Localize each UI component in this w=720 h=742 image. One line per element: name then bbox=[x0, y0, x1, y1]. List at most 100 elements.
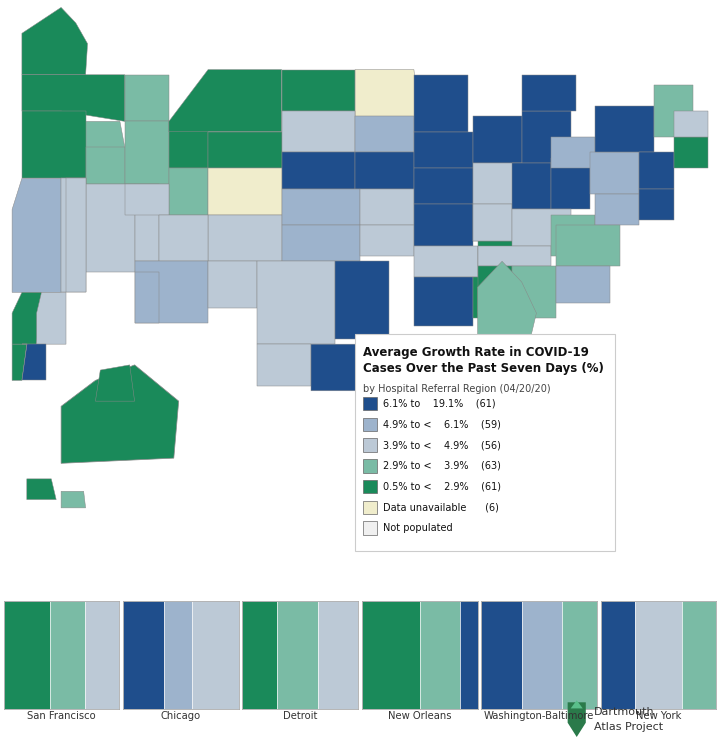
Polygon shape bbox=[208, 214, 282, 261]
Polygon shape bbox=[22, 7, 88, 75]
Polygon shape bbox=[311, 344, 370, 391]
Polygon shape bbox=[674, 111, 708, 137]
Polygon shape bbox=[551, 157, 590, 209]
Polygon shape bbox=[512, 162, 551, 209]
Polygon shape bbox=[95, 365, 135, 401]
Polygon shape bbox=[551, 137, 595, 168]
Polygon shape bbox=[473, 204, 512, 240]
Bar bbox=[363, 522, 377, 535]
Polygon shape bbox=[477, 266, 512, 313]
Polygon shape bbox=[473, 162, 522, 204]
Polygon shape bbox=[12, 344, 27, 381]
Polygon shape bbox=[61, 365, 179, 463]
Polygon shape bbox=[414, 246, 477, 277]
Polygon shape bbox=[595, 194, 639, 225]
Bar bbox=[460, 601, 477, 709]
Polygon shape bbox=[159, 214, 208, 261]
Bar bbox=[363, 397, 377, 410]
Polygon shape bbox=[414, 204, 473, 246]
Text: New Orleans: New Orleans bbox=[388, 711, 451, 720]
Polygon shape bbox=[86, 148, 125, 183]
Text: Chicago: Chicago bbox=[161, 711, 201, 720]
Polygon shape bbox=[477, 240, 517, 277]
Polygon shape bbox=[355, 116, 414, 152]
Text: 4.9% to <    6.1%    (59): 4.9% to < 6.1% (59) bbox=[382, 419, 500, 430]
Bar bbox=[363, 480, 377, 493]
Polygon shape bbox=[473, 204, 512, 240]
Polygon shape bbox=[414, 168, 473, 204]
Polygon shape bbox=[257, 261, 336, 344]
Polygon shape bbox=[282, 70, 355, 111]
Polygon shape bbox=[473, 277, 512, 318]
Text: Dartmouth: Dartmouth bbox=[594, 707, 654, 718]
Polygon shape bbox=[208, 168, 282, 214]
Polygon shape bbox=[135, 272, 159, 324]
Polygon shape bbox=[571, 700, 582, 709]
Polygon shape bbox=[556, 225, 620, 266]
Polygon shape bbox=[567, 702, 586, 737]
Polygon shape bbox=[282, 188, 360, 225]
Bar bbox=[522, 601, 562, 709]
Text: Atlas Project: Atlas Project bbox=[594, 722, 663, 732]
Bar bbox=[318, 601, 358, 709]
Bar bbox=[363, 501, 377, 514]
Text: 6.1% to    19.1%    (61): 6.1% to 19.1% (61) bbox=[382, 398, 495, 409]
Bar bbox=[123, 601, 163, 709]
Polygon shape bbox=[125, 183, 169, 214]
Text: Average Growth Rate in COVID-19: Average Growth Rate in COVID-19 bbox=[363, 347, 589, 359]
Polygon shape bbox=[473, 116, 522, 162]
Text: New York: New York bbox=[636, 711, 681, 720]
Polygon shape bbox=[169, 168, 208, 214]
Bar bbox=[361, 601, 420, 709]
Polygon shape bbox=[208, 261, 257, 308]
Bar bbox=[562, 601, 597, 709]
Bar bbox=[192, 601, 239, 709]
Polygon shape bbox=[66, 178, 86, 292]
Polygon shape bbox=[414, 132, 473, 168]
Text: San Francisco: San Francisco bbox=[27, 711, 96, 720]
Polygon shape bbox=[22, 111, 86, 178]
Bar bbox=[4, 601, 50, 709]
Polygon shape bbox=[360, 225, 414, 256]
Text: Washington-Baltimore: Washington-Baltimore bbox=[484, 711, 594, 720]
Polygon shape bbox=[27, 479, 56, 499]
Text: by Hospital Referral Region (04/20/20): by Hospital Referral Region (04/20/20) bbox=[363, 384, 551, 393]
Polygon shape bbox=[556, 266, 610, 303]
Bar bbox=[635, 601, 682, 709]
Polygon shape bbox=[595, 106, 654, 152]
Bar bbox=[85, 601, 120, 709]
Polygon shape bbox=[169, 70, 282, 132]
Polygon shape bbox=[477, 261, 536, 355]
Text: 0.5% to <    2.9%    (61): 0.5% to < 2.9% (61) bbox=[382, 482, 500, 492]
Bar bbox=[243, 601, 277, 709]
Polygon shape bbox=[22, 344, 46, 381]
Polygon shape bbox=[12, 292, 42, 344]
Bar bbox=[481, 601, 522, 709]
Text: 2.9% to <    3.9%    (63): 2.9% to < 3.9% (63) bbox=[382, 461, 500, 471]
Polygon shape bbox=[135, 183, 159, 261]
Polygon shape bbox=[551, 214, 595, 256]
Polygon shape bbox=[12, 178, 61, 292]
Polygon shape bbox=[61, 491, 86, 508]
Polygon shape bbox=[125, 122, 169, 183]
Polygon shape bbox=[590, 152, 639, 194]
Polygon shape bbox=[86, 183, 135, 272]
Polygon shape bbox=[639, 188, 674, 220]
Polygon shape bbox=[512, 209, 571, 246]
Polygon shape bbox=[282, 225, 360, 261]
Polygon shape bbox=[477, 246, 551, 266]
Polygon shape bbox=[135, 261, 208, 324]
Polygon shape bbox=[61, 178, 86, 292]
Text: Data unavailable      (6): Data unavailable (6) bbox=[382, 502, 498, 512]
Polygon shape bbox=[414, 277, 473, 326]
Bar bbox=[50, 601, 85, 709]
Polygon shape bbox=[355, 152, 414, 188]
Text: Cases Over the Past Seven Days (%): Cases Over the Past Seven Days (%) bbox=[363, 362, 604, 375]
Polygon shape bbox=[22, 75, 125, 122]
Polygon shape bbox=[674, 137, 708, 168]
Bar bbox=[363, 439, 377, 452]
Bar bbox=[600, 601, 635, 709]
Bar bbox=[363, 418, 377, 431]
Polygon shape bbox=[282, 111, 355, 152]
Polygon shape bbox=[336, 261, 390, 339]
